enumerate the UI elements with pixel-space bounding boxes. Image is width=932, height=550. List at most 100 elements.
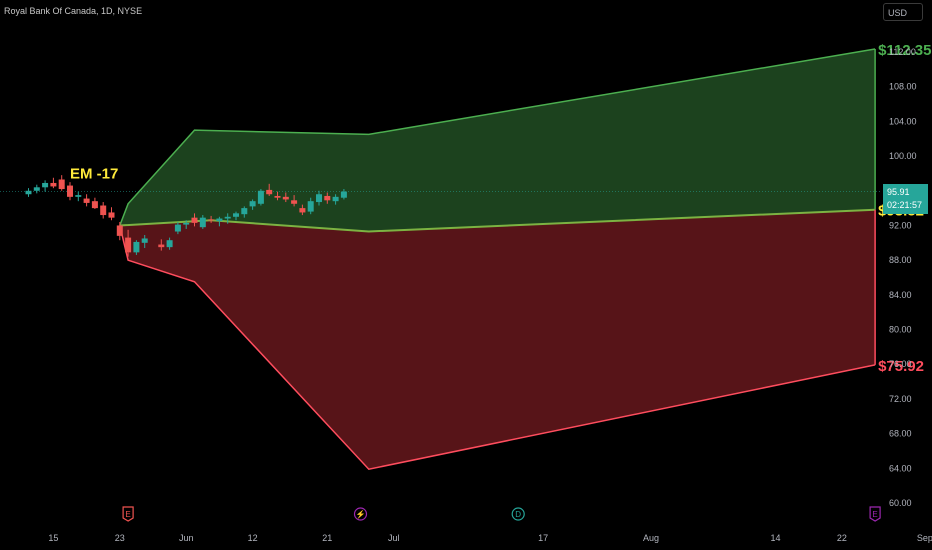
candle	[33, 184, 40, 194]
candle	[257, 189, 264, 206]
candle	[116, 221, 123, 241]
candle	[216, 216, 223, 227]
candle-body	[183, 222, 190, 225]
candle-body	[332, 196, 339, 202]
candle-body	[166, 240, 173, 248]
x-tick-label: 21	[322, 533, 332, 543]
candle-body	[116, 225, 123, 236]
candle	[67, 182, 73, 201]
candle	[91, 197, 98, 209]
candle	[174, 221, 181, 235]
bar-countdown: 02:21:57	[887, 200, 923, 210]
y-tick-label: 76.00	[889, 359, 912, 369]
candle-body	[233, 213, 239, 217]
x-tick-label: 15	[48, 533, 58, 543]
price-axis[interactable]: 112.00108.00104.00100.0096.0092.0088.008…	[889, 47, 917, 508]
candle	[233, 211, 239, 221]
candle	[50, 177, 57, 189]
candle-body	[100, 205, 107, 216]
y-tick-label: 112.00	[889, 47, 916, 57]
candle	[158, 239, 165, 251]
candle	[299, 204, 306, 216]
mid-line	[119, 208, 876, 233]
expected-move-label: EM -17	[70, 166, 118, 183]
candle	[100, 202, 107, 219]
candle-body	[141, 238, 148, 243]
y-tick-label: 108.00	[889, 82, 917, 92]
candle-body	[282, 196, 289, 200]
event-marker-text: E	[872, 510, 877, 519]
candle	[249, 199, 256, 210]
time-axis[interactable]: 15 23 Jun 12 21 Jul 17 Aug 14 22 Sep	[48, 533, 932, 543]
candle-body	[33, 187, 40, 191]
split-marker-icon	[353, 507, 368, 521]
candle-body	[58, 179, 65, 190]
expected-move-zones	[119, 48, 876, 471]
y-tick-label: 104.00	[889, 116, 917, 126]
y-tick-label: 64.00	[889, 463, 912, 473]
lower-zone-fill	[119, 209, 876, 470]
candle	[199, 215, 206, 229]
y-tick-label: 84.00	[889, 290, 912, 300]
candle-body	[291, 200, 298, 204]
candle-body	[199, 217, 206, 228]
y-tick-label: 72.00	[889, 394, 912, 404]
x-tick-label: Aug	[643, 533, 659, 543]
y-tick-label: 80.00	[889, 325, 912, 335]
event-marker[interactable]: ⚡	[353, 507, 368, 521]
candle-body	[249, 201, 256, 207]
candle-body	[208, 219, 215, 221]
lower-target-label: $75.92	[878, 358, 924, 375]
candle-body	[75, 195, 82, 197]
candle-body	[340, 191, 347, 198]
candle-body	[91, 201, 98, 209]
candle-body	[257, 190, 264, 204]
candle	[58, 175, 65, 191]
candle-body	[125, 237, 132, 253]
earnings-marker-icon	[122, 506, 134, 522]
y-tick-label: 100.00	[889, 151, 917, 161]
event-marker[interactable]: E	[122, 506, 134, 522]
y-tick-label: 68.00	[889, 429, 912, 439]
candle	[316, 190, 322, 206]
event-marker[interactable]: E	[869, 506, 881, 522]
y-tick-label: 60.00	[889, 498, 912, 508]
currency-button[interactable]: USD	[883, 3, 923, 21]
candle-body	[274, 195, 281, 198]
last-price-value: 95.91	[887, 187, 910, 197]
last-price-tag: 95.91 02:21:57	[883, 184, 928, 214]
y-tick-label: 92.00	[889, 220, 912, 230]
candle-body	[174, 224, 181, 232]
x-tick-label: 23	[115, 533, 125, 543]
upper-target-label: $112.35	[878, 42, 931, 59]
upper-zone-fill	[119, 49, 876, 232]
x-tick-label: Jul	[388, 533, 400, 543]
event-marker[interactable]: D	[511, 507, 525, 521]
candles	[25, 175, 347, 257]
event-marker-text: E	[125, 510, 130, 519]
candle-body	[324, 195, 331, 201]
candle	[183, 220, 190, 229]
candle-body	[216, 218, 223, 222]
candle-body	[241, 208, 248, 215]
candle-body	[42, 182, 49, 188]
candle	[224, 213, 231, 224]
candle-body	[108, 212, 115, 218]
candle	[25, 188, 32, 197]
candle-body	[83, 198, 90, 203]
y-tick-label: 88.00	[889, 255, 912, 265]
candle-body	[25, 190, 32, 195]
event-markers: E ⚡ D E	[122, 506, 881, 522]
candle-body	[50, 182, 57, 187]
candle	[108, 207, 115, 221]
candle	[42, 180, 49, 192]
candle-body	[266, 189, 273, 195]
candle-body	[224, 216, 231, 219]
candle	[75, 191, 82, 202]
candle	[274, 191, 281, 201]
candle-body	[158, 244, 165, 248]
candle	[340, 189, 347, 200]
chart-title: Royal Bank Of Canada, 1D, NYSE	[4, 6, 143, 16]
x-tick-label: 14	[770, 533, 780, 543]
